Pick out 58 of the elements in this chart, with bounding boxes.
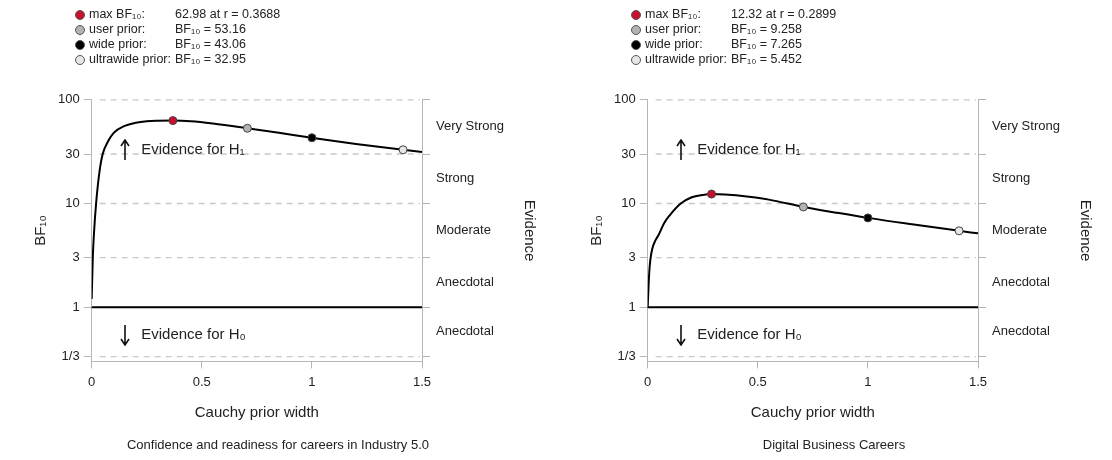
x-tick-label: 0	[88, 373, 96, 389]
text: BF₁₀ = 53.16	[174, 22, 247, 37]
text: BF₁₀ = 5.452	[730, 52, 803, 67]
text: Strong	[436, 170, 475, 186]
legend-label: wide prior:	[88, 37, 148, 52]
y-tick-label: 30	[621, 145, 636, 161]
text: Anecdotal	[992, 323, 1050, 339]
text: Anecdotal	[436, 323, 494, 339]
x-tick-label: 1	[864, 373, 872, 389]
y-tick-label: 1/3	[617, 348, 636, 364]
text: Moderate	[436, 222, 491, 238]
y2-axis-title: Evidence	[1077, 199, 1095, 262]
y-tick-label: 3	[628, 249, 636, 265]
y-tick-label: 1/3	[61, 348, 80, 364]
text: Strong	[992, 170, 1031, 186]
y-tick-label: 1	[72, 298, 80, 314]
legend-label: ultrawide prior:	[644, 52, 727, 67]
text: BF₁₀ = 9.258	[730, 22, 803, 37]
y-tick-label: 30	[65, 145, 80, 161]
y-axis-title: BF₁₀	[31, 215, 49, 246]
text: BF₁₀ = 43.06	[174, 37, 247, 52]
y2-axis-title: Evidence	[521, 199, 539, 262]
legend-label: max BF₁₀:	[644, 7, 702, 22]
text: 62.98 at r = 0.3688	[174, 7, 281, 22]
annotation: Evidence for H₀	[141, 325, 246, 343]
text: Very Strong	[992, 118, 1060, 134]
y-tick-label: 100	[613, 91, 636, 107]
x-tick-label: 0.5	[192, 373, 211, 389]
text: BF₁₀ = 7.265	[730, 37, 803, 52]
legend-label: ultrawide prior:	[88, 52, 171, 67]
x-tick-label: 0.5	[748, 373, 767, 389]
text: Moderate	[992, 222, 1047, 238]
legend-label: user prior:	[644, 22, 703, 37]
text: Very Strong	[436, 118, 504, 134]
text: Digital Business Careers	[761, 437, 907, 452]
y-tick-label: 1	[628, 298, 636, 314]
text: 12.32 at r = 0.2899	[730, 7, 837, 22]
x-tick-label: 0	[644, 373, 652, 389]
x-axis-title: Cauchy prior width	[750, 403, 875, 421]
y-axis-title: BF₁₀	[587, 215, 605, 246]
x-tick-label: 1	[308, 373, 316, 389]
x-axis-title: Cauchy prior width	[194, 403, 319, 421]
text: Anecdotal	[992, 274, 1050, 290]
annotation: Evidence for H₀	[697, 325, 802, 343]
legend-label: max BF₁₀:	[88, 7, 146, 22]
legend-label: wide prior:	[644, 37, 704, 52]
y-tick-label: 10	[621, 195, 636, 211]
text: BF₁₀ = 32.95	[174, 52, 247, 67]
x-tick-label: 1.5	[968, 373, 988, 389]
y-tick-label: 100	[57, 91, 80, 107]
annotation: Evidence for H₁	[141, 139, 245, 157]
text: Anecdotal	[436, 274, 494, 290]
legend-label: user prior:	[88, 22, 147, 37]
x-tick-label: 1.5	[412, 373, 432, 389]
annotation: Evidence for H₁	[697, 139, 801, 157]
text: Confidence and readiness for careers in Industry 5.0	[125, 437, 431, 452]
y-tick-label: 10	[65, 195, 80, 211]
y-tick-label: 3	[72, 249, 80, 265]
